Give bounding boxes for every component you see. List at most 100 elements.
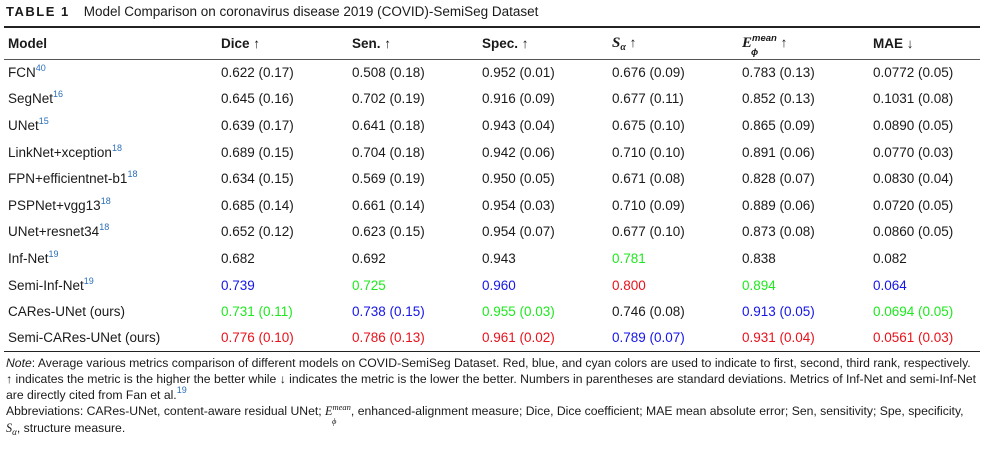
cell-sa: 0.710 (0.10)	[612, 144, 685, 160]
cell-spec: 0.943	[482, 250, 516, 266]
table-row: PSPNet+vgg1318 0.685 (0.14) 0.661 (0.14) 0.…	[4, 192, 980, 219]
citation-ref: 18	[100, 195, 111, 206]
down-arrow-icon: ↓	[906, 35, 914, 51]
cell-model: UNet+resnet3418	[8, 222, 110, 240]
table-figure: TABLE 1 Model Comparison on coronavirus d…	[4, 0, 980, 437]
cell-sa: 0.675 (0.10)	[612, 117, 685, 133]
cell-dice: 0.682	[221, 250, 255, 266]
cell-spec: 0.961 (0.02)	[478, 324, 608, 353]
cell-sen: 0.692	[352, 250, 386, 266]
cell-dice: 0.731 (0.11)	[221, 304, 293, 320]
cell-sen: 0.725	[352, 277, 386, 293]
table-row: UNet15 0.639 (0.17) 0.641 (0.18) 0.943 (0.0…	[4, 112, 980, 139]
cell-dice: 0.685 (0.14)	[221, 197, 294, 213]
cell-spec: 0.950 (0.05)	[482, 171, 555, 187]
cell-spec: 0.954 (0.07)	[482, 224, 555, 240]
cell-em: 0.852 (0.13)	[742, 91, 815, 107]
up-arrow-icon: ↑	[780, 34, 788, 50]
citation-ref: 19	[83, 275, 94, 286]
cell-dice: 0.639 (0.17)	[221, 117, 294, 133]
citation-ref: 18	[127, 169, 138, 180]
cell-model: UNet15	[8, 115, 49, 133]
cell-model: Semi-CARes-UNet (ours)	[4, 324, 217, 353]
comparison-table: Model Dice ↑ Sen. ↑ Spec. ↑ Sα ↑ Emean ϕ …	[4, 26, 980, 353]
table-row: CARes-UNet (ours) 0.731 (0.11) 0.738 (0.15…	[4, 298, 980, 325]
cell-mae: 0.0720 (0.05)	[873, 197, 954, 213]
table-number: TABLE 1	[6, 4, 70, 19]
cell-sa: 0.676 (0.09)	[612, 65, 685, 81]
table-title: Model Comparison on coronavirus disease …	[83, 4, 539, 19]
cell-dice: 0.776 (0.10)	[217, 324, 348, 353]
table-caption: TABLE 1 Model Comparison on coronavirus d…	[4, 0, 980, 26]
cell-mae: 0.082	[873, 250, 907, 266]
cell-sen: 0.661 (0.14)	[352, 197, 425, 213]
header-sen: Sen. ↑	[348, 26, 478, 60]
cell-em: 0.873 (0.08)	[742, 224, 815, 240]
cell-dice: 0.689 (0.15)	[221, 144, 294, 160]
table-row: SegNet16 0.645 (0.16) 0.702 (0.19) 0.916 (0…	[4, 86, 980, 113]
table-row: Semi-Inf-Net19 0.739 0.725 0.960 0.800 0.894 0…	[4, 272, 980, 299]
cell-sa: 0.789 (0.07)	[608, 324, 738, 353]
up-arrow-icon: ↑	[384, 35, 392, 51]
table-row: FPN+efficientnet-b118 0.634 (0.15) 0.569 (…	[4, 165, 980, 192]
cell-spec: 0.942 (0.06)	[482, 144, 555, 160]
cell-sa: 0.677 (0.10)	[612, 224, 685, 240]
cell-mae: 0.0772 (0.05)	[873, 65, 954, 81]
cell-spec: 0.916 (0.09)	[482, 91, 555, 107]
cell-em: 0.894	[742, 277, 776, 293]
header-s-alpha: Sα ↑	[608, 26, 738, 60]
cell-sa: 0.800	[612, 277, 646, 293]
cell-model: SegNet16	[8, 89, 64, 107]
citation-ref: 19	[48, 248, 59, 259]
up-arrow-icon: ↑	[253, 35, 261, 51]
cell-em: 0.838	[742, 250, 776, 266]
header-model: Model	[4, 26, 217, 60]
cell-mae: 0.1031 (0.08)	[873, 91, 954, 107]
citation-ref: 18	[111, 142, 122, 153]
cell-model: LinkNet+xception18	[8, 142, 122, 160]
cell-sen: 0.704 (0.18)	[352, 144, 425, 160]
cell-em: 0.913 (0.05)	[742, 304, 815, 320]
cell-sa: 0.671 (0.08)	[612, 171, 685, 187]
cell-em: 0.931 (0.04)	[738, 324, 869, 353]
citation-ref: 40	[35, 63, 46, 74]
header-e-mean: Emean ϕ ↑	[738, 26, 869, 60]
cell-model: CARes-UNet (ours)	[8, 304, 126, 320]
cell-sen: 0.738 (0.15)	[352, 304, 425, 320]
cell-mae: 0.0770 (0.03)	[873, 144, 954, 160]
table-row: Inf-Net19 0.682 0.692 0.943 0.781 0.838 0.082	[4, 245, 980, 272]
cell-em: 0.889 (0.06)	[742, 197, 815, 213]
table-row: LinkNet+xception18 0.689 (0.15) 0.704 (0.1…	[4, 139, 980, 166]
cell-em: 0.891 (0.06)	[742, 144, 815, 160]
cell-sen: 0.786 (0.13)	[348, 324, 478, 353]
cell-sen: 0.508 (0.18)	[352, 65, 425, 81]
cell-spec: 0.955 (0.03)	[482, 304, 555, 320]
cell-sa: 0.710 (0.09)	[612, 197, 685, 213]
cell-model: FCN40	[8, 63, 46, 81]
cell-dice: 0.645 (0.16)	[221, 91, 294, 107]
citation-ref: 15	[38, 115, 49, 126]
header-mae: MAE ↓	[869, 26, 980, 60]
table-row: FCN40 0.622 (0.17) 0.508 (0.18) 0.952 (0.01…	[4, 59, 980, 86]
cell-sen: 0.569 (0.19)	[352, 171, 425, 187]
cell-mae: 0.0561 (0.03)	[869, 324, 980, 353]
cell-sen: 0.623 (0.15)	[352, 224, 425, 240]
cell-model: PSPNet+vgg1318	[8, 195, 111, 213]
cell-mae: 0.0890 (0.05)	[873, 117, 954, 133]
table-row: Semi-CARes-UNet (ours) 0.776 (0.10) 0.786 …	[4, 324, 980, 353]
cell-mae: 0.0694 (0.05)	[873, 304, 954, 320]
table-row: UNet+resnet3418 0.652 (0.12) 0.623 (0.15) 0…	[4, 219, 980, 246]
cell-dice: 0.739	[221, 277, 255, 293]
header-dice: Dice ↑	[217, 26, 348, 60]
cell-spec: 0.952 (0.01)	[482, 65, 555, 81]
cell-sen: 0.641 (0.18)	[352, 117, 425, 133]
up-arrow-icon: ↑	[521, 35, 529, 51]
cell-spec: 0.954 (0.03)	[482, 197, 555, 213]
cell-mae: 0.064	[873, 277, 907, 293]
cell-em: 0.865 (0.09)	[742, 117, 815, 133]
cell-mae: 0.0860 (0.05)	[873, 224, 954, 240]
cell-model: Semi-Inf-Net19	[8, 275, 94, 293]
header-spec: Spec. ↑	[478, 26, 608, 60]
up-arrow-icon: ↑	[629, 34, 637, 50]
table-notes: Note: Average various metrics comparison…	[4, 352, 980, 437]
